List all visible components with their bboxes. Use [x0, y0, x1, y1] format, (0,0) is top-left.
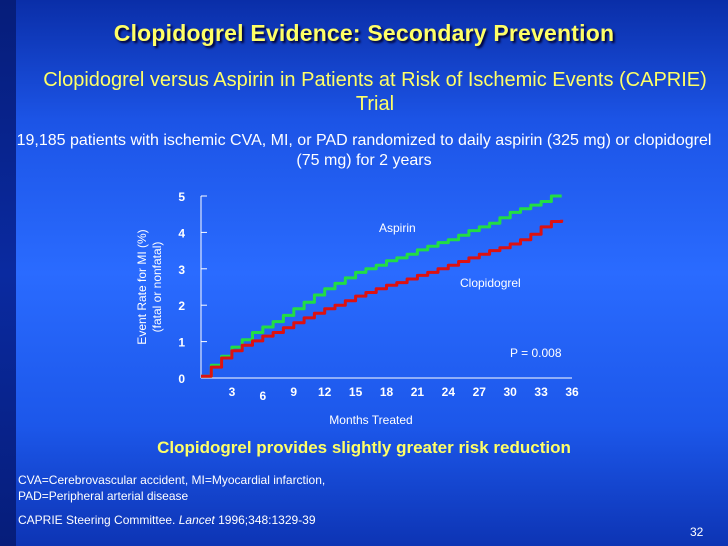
y-tick-label: 5	[178, 190, 185, 204]
chart-axes	[200, 196, 572, 379]
slide-number: 32	[690, 525, 704, 539]
reference: CAPRIE Steering Committee. Lancet 1996;3…	[18, 513, 316, 527]
y-tick-label: 1	[178, 336, 185, 350]
x-tick-label: 24	[442, 385, 456, 399]
series-layer	[201, 194, 564, 378]
y-ticks: 0 1 2 3 4 5	[178, 190, 207, 386]
x-tick-label: 33	[534, 385, 548, 399]
x-tick-label: 3	[229, 385, 236, 399]
y-axis-label: Event Rate for MI (%)	[135, 229, 149, 344]
x-axis-label: Months Treated	[329, 413, 412, 427]
reference-citation: 1996;348:1329-39	[218, 513, 316, 527]
aspirin-series-label: Aspirin	[379, 221, 416, 235]
y-tick-label: 4	[178, 226, 185, 240]
x-tick-label: 18	[380, 385, 394, 399]
x-tick-label: 15	[349, 385, 363, 399]
clopidogrel-series-line	[201, 219, 564, 378]
x-ticks: 3 6 9 12 15 18 21 24 27 30 33 36	[229, 385, 579, 403]
x-tick-label: 30	[503, 385, 517, 399]
abbreviations-footnote: CVA=Cerebrovascular accident, MI=Myocard…	[18, 473, 326, 503]
y-tick-label: 0	[178, 372, 185, 386]
y-tick-label: 2	[178, 299, 185, 313]
conclusion: Clopidogrel provides slightly greater ri…	[157, 438, 571, 457]
x-tick-label: 9	[290, 385, 297, 399]
aspirin-series-line	[201, 194, 562, 378]
left-stripe	[0, 0, 16, 546]
trial-subtitle: Clopidogrel versus Aspirin in Patients a…	[43, 69, 707, 115]
x-tick-label: 6	[259, 389, 266, 403]
clopidogrel-series-label: Clopidogrel	[460, 276, 521, 290]
x-tick-label: 36	[565, 385, 579, 399]
x-tick-label: 27	[473, 385, 487, 399]
slide-title: Clopidogrel Evidence: Secondary Preventi…	[113, 20, 615, 46]
x-tick-label: 21	[411, 385, 425, 399]
reference-authors: CAPRIE Steering Committee.	[18, 513, 176, 527]
p-value-annotation: P = 0.008	[510, 346, 562, 360]
trial-description: 19,185 patients with ischemic CVA, MI, o…	[16, 132, 712, 169]
y-axis-sublabel: (fatal or nonfatal)	[150, 242, 164, 333]
y-tick-label: 3	[178, 263, 185, 277]
reference-journal: Lancet	[178, 513, 215, 527]
x-tick-label: 12	[318, 385, 332, 399]
